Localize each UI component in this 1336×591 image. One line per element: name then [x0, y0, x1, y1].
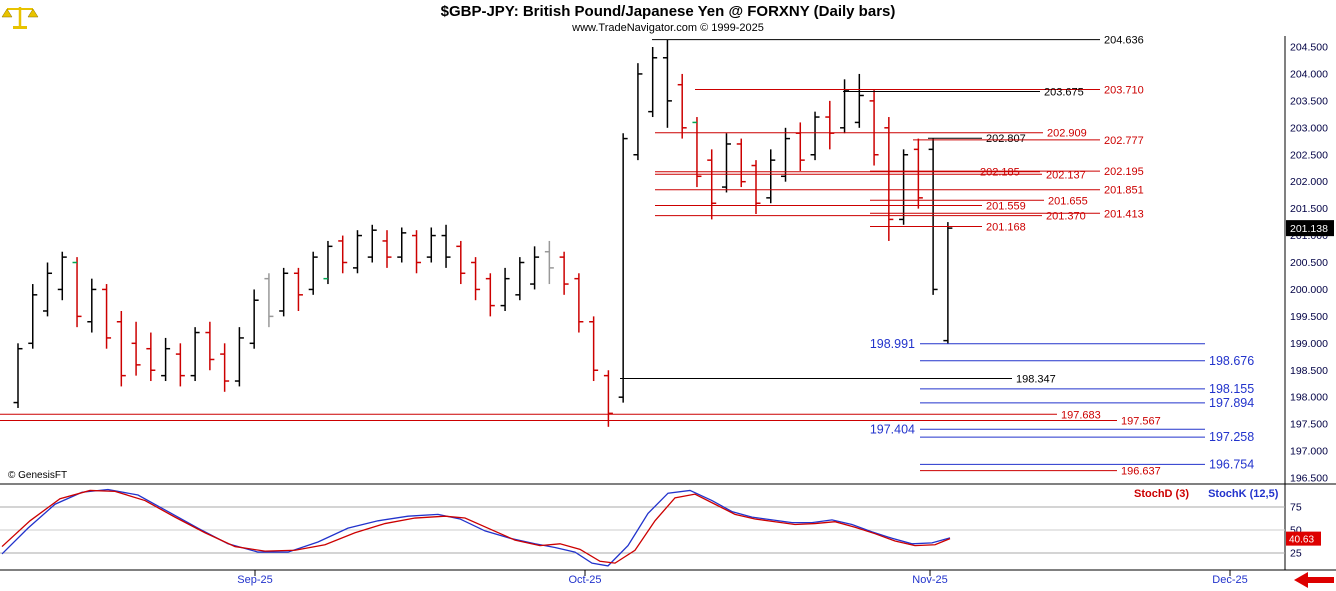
level-label: 197.683: [1061, 409, 1101, 421]
level-label: 198.991: [870, 337, 915, 351]
level-label: 201.168: [986, 222, 1026, 234]
price-axis-label: 199.000: [1290, 338, 1328, 350]
scroll-left-arrow-icon[interactable]: [1294, 572, 1334, 588]
app-logo-scales-icon: [27, 8, 39, 18]
level-label: 201.559: [986, 200, 1026, 212]
app-logo-scales-icon: [1, 8, 13, 18]
level-label: 198.676: [1209, 354, 1254, 368]
level-label: 202.195: [1104, 166, 1144, 178]
level-label: 201.851: [1104, 185, 1144, 197]
price-axis-label: 198.500: [1290, 365, 1328, 377]
level-label: 197.567: [1121, 416, 1161, 428]
legend-stochd-label[interactable]: StochD (3): [1134, 488, 1189, 500]
stoch-value-badge-text: 40.63: [1289, 535, 1314, 546]
stoch-axis-label: 75: [1290, 502, 1302, 514]
last-price-badge-text: 201.138: [1290, 223, 1328, 235]
level-label: 201.370: [1046, 211, 1086, 223]
copyright-label: © GenesisFT: [6, 470, 70, 481]
level-label: 203.675: [1044, 86, 1084, 98]
price-axis-label: 198.000: [1290, 392, 1328, 404]
stochd-line: [1, 489, 951, 564]
level-label: 201.413: [1104, 208, 1144, 220]
price-axis-label: 200.000: [1290, 284, 1328, 296]
price-axis-label: 199.500: [1290, 311, 1328, 323]
level-label: 197.258: [1209, 430, 1254, 444]
price-axis-label: 197.000: [1290, 446, 1328, 458]
level-label: 196.637: [1121, 466, 1161, 478]
price-axis-label: 203.500: [1290, 95, 1328, 107]
level-label: 198.347: [1016, 373, 1056, 385]
chart-title: $GBP-JPY: British Pound/Japanese Yen @ F…: [440, 3, 896, 20]
price-axis-label: 203.000: [1290, 122, 1328, 134]
x-axis-label-dec: Dec-25: [1212, 574, 1248, 586]
stochk-line: [1, 488, 951, 567]
x-axis-label-oct: Oct-25: [568, 574, 602, 586]
indicator-legend: StochD (3) StochK (12,5): [1118, 488, 1278, 500]
level-label: 196.754: [1209, 457, 1254, 471]
price-axis-label: 204.000: [1290, 68, 1328, 80]
app-logo-scales-icon: [13, 26, 27, 29]
stoch-value-badge: [1286, 531, 1321, 546]
price-axis-label: 201.500: [1290, 203, 1328, 215]
level-label: 202.909: [1047, 128, 1087, 140]
stoch-axis-label: 25: [1290, 548, 1302, 560]
level-label: 202.185: [980, 167, 1020, 179]
price-axis-label: 200.500: [1290, 257, 1328, 269]
level-label: 197.404: [870, 422, 915, 436]
last-price-badge: [1286, 220, 1334, 237]
level-label: 197.894: [1209, 396, 1254, 410]
price-axis-label: 202.500: [1290, 149, 1328, 161]
x-axis-label-nov: Nov-25: [912, 574, 948, 586]
price-axis-label: 202.000: [1290, 176, 1328, 188]
level-label: 202.807: [986, 133, 1026, 145]
price-axis-label: 204.500: [1290, 42, 1328, 54]
level-label: 203.710: [1104, 85, 1144, 97]
price-axis-label: 196.500: [1290, 473, 1328, 485]
level-label: 204.636: [1104, 35, 1144, 47]
level-label: 202.777: [1104, 135, 1144, 147]
legend-stochk-label[interactable]: StochK (12,5): [1208, 488, 1279, 500]
stoch-axis-label: 50: [1290, 525, 1302, 537]
level-label: 201.655: [1048, 195, 1088, 207]
x-axis-label-sep: Sep-25: [237, 574, 273, 586]
price-axis-label: 197.500: [1290, 419, 1328, 431]
level-label: 202.137: [1046, 169, 1086, 181]
level-label: 198.155: [1209, 382, 1254, 396]
chart-subtitle: www.TradeNavigator.com © 1999-2025: [572, 22, 764, 34]
